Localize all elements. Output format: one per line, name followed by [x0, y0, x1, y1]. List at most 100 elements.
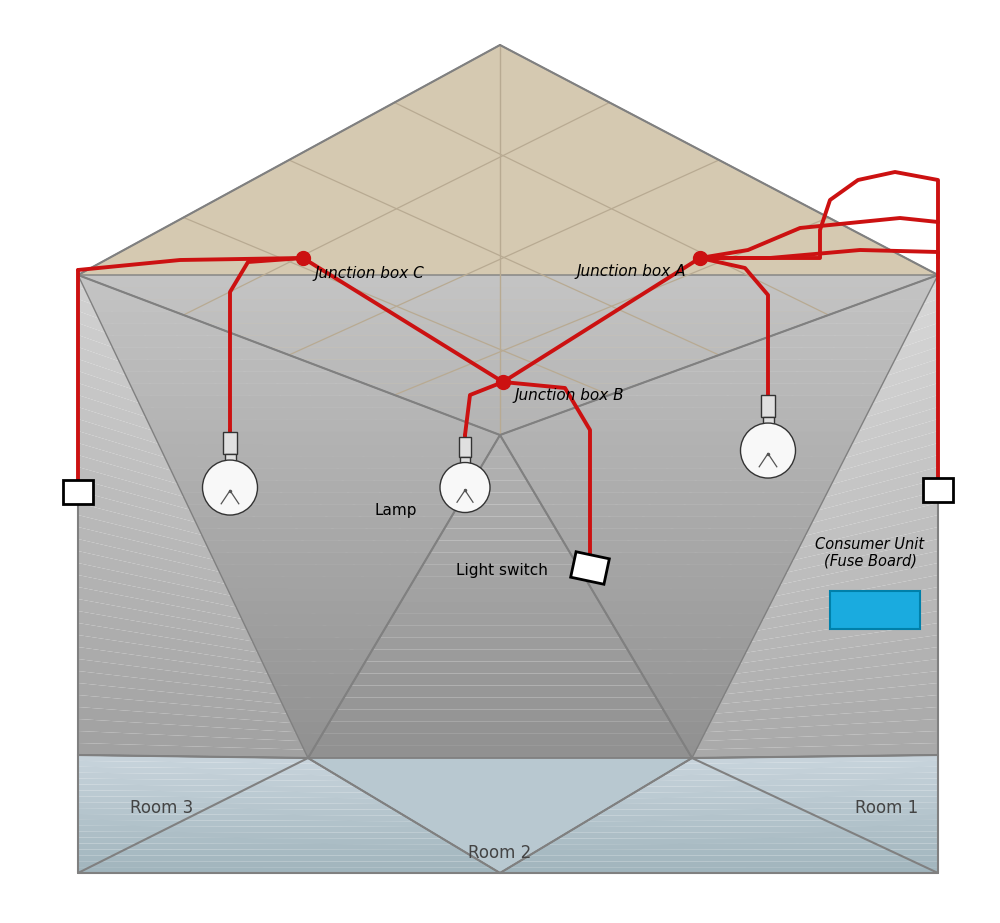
Polygon shape: [78, 849, 471, 856]
Polygon shape: [78, 479, 418, 581]
Text: Lamp: Lamp: [374, 502, 417, 518]
Polygon shape: [78, 826, 433, 833]
Polygon shape: [187, 505, 821, 517]
Polygon shape: [78, 347, 471, 492]
Polygon shape: [596, 515, 938, 605]
Polygon shape: [601, 527, 938, 613]
Bar: [459, 437, 471, 457]
Polygon shape: [519, 323, 938, 475]
Bar: [63, 480, 93, 504]
Polygon shape: [538, 844, 938, 850]
Polygon shape: [582, 479, 938, 581]
Polygon shape: [78, 767, 337, 775]
Polygon shape: [205, 541, 803, 553]
Polygon shape: [78, 867, 500, 873]
Polygon shape: [78, 820, 423, 827]
Polygon shape: [210, 553, 797, 565]
Polygon shape: [78, 45, 938, 435]
Polygon shape: [682, 755, 938, 763]
Polygon shape: [78, 419, 442, 540]
Polygon shape: [663, 767, 938, 775]
Polygon shape: [649, 647, 938, 693]
Text: Room 1: Room 1: [855, 799, 918, 817]
Polygon shape: [78, 359, 466, 499]
Polygon shape: [78, 773, 346, 781]
Bar: [761, 395, 775, 417]
Polygon shape: [78, 503, 409, 596]
Polygon shape: [78, 587, 375, 653]
Polygon shape: [78, 455, 428, 564]
Polygon shape: [543, 383, 938, 516]
Polygon shape: [78, 407, 447, 532]
Polygon shape: [199, 529, 809, 541]
Polygon shape: [291, 722, 710, 734]
Polygon shape: [78, 635, 356, 685]
Polygon shape: [500, 867, 938, 873]
Polygon shape: [279, 698, 723, 710]
Polygon shape: [285, 710, 717, 722]
Polygon shape: [562, 431, 938, 548]
Polygon shape: [529, 347, 938, 492]
Polygon shape: [216, 565, 790, 577]
Polygon shape: [519, 856, 938, 861]
Text: Light switch: Light switch: [456, 562, 548, 578]
Polygon shape: [606, 802, 938, 809]
Polygon shape: [78, 743, 313, 758]
Polygon shape: [538, 371, 938, 508]
Polygon shape: [193, 517, 815, 529]
Polygon shape: [308, 758, 692, 873]
Polygon shape: [668, 695, 938, 725]
Text: Consumer Unit
(Fuse Board): Consumer Unit (Fuse Board): [815, 536, 925, 569]
Polygon shape: [78, 623, 361, 677]
Bar: [571, 552, 609, 584]
Polygon shape: [524, 335, 938, 484]
Polygon shape: [233, 601, 772, 613]
Polygon shape: [510, 861, 938, 868]
Polygon shape: [78, 395, 452, 524]
Polygon shape: [78, 575, 380, 645]
Polygon shape: [78, 551, 390, 629]
Polygon shape: [654, 659, 938, 701]
Polygon shape: [558, 419, 938, 540]
Polygon shape: [78, 779, 356, 786]
Bar: [923, 478, 953, 502]
Polygon shape: [625, 587, 938, 653]
Polygon shape: [296, 734, 704, 746]
Polygon shape: [153, 432, 858, 444]
Polygon shape: [678, 719, 938, 742]
Polygon shape: [170, 468, 840, 480]
Polygon shape: [534, 359, 938, 499]
Polygon shape: [78, 797, 385, 804]
Polygon shape: [634, 785, 938, 793]
Polygon shape: [639, 623, 938, 677]
Polygon shape: [245, 625, 760, 637]
Polygon shape: [274, 686, 729, 698]
Polygon shape: [118, 360, 895, 372]
Polygon shape: [84, 287, 932, 299]
Polygon shape: [586, 491, 938, 589]
Text: Junction box C: Junction box C: [315, 266, 425, 281]
Polygon shape: [78, 707, 327, 734]
Polygon shape: [228, 589, 778, 601]
Polygon shape: [101, 323, 913, 335]
Polygon shape: [78, 275, 938, 287]
Polygon shape: [577, 820, 938, 827]
Polygon shape: [239, 613, 766, 625]
Polygon shape: [615, 797, 938, 804]
Polygon shape: [222, 577, 784, 589]
Polygon shape: [78, 832, 442, 838]
Polygon shape: [620, 575, 938, 645]
Polygon shape: [572, 455, 938, 564]
Polygon shape: [78, 467, 423, 572]
Polygon shape: [78, 299, 490, 460]
Polygon shape: [634, 611, 938, 669]
Polygon shape: [107, 335, 907, 347]
Polygon shape: [78, 719, 322, 742]
Polygon shape: [673, 761, 938, 770]
Polygon shape: [78, 671, 342, 710]
Polygon shape: [500, 275, 938, 443]
Polygon shape: [658, 671, 938, 710]
Polygon shape: [78, 599, 370, 661]
Polygon shape: [262, 662, 741, 674]
Circle shape: [202, 460, 258, 515]
